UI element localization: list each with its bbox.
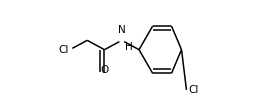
- Text: O: O: [100, 65, 109, 75]
- Text: Cl: Cl: [59, 45, 69, 55]
- Text: Cl: Cl: [188, 85, 198, 95]
- Text: H: H: [125, 42, 133, 52]
- Text: N: N: [118, 25, 126, 35]
